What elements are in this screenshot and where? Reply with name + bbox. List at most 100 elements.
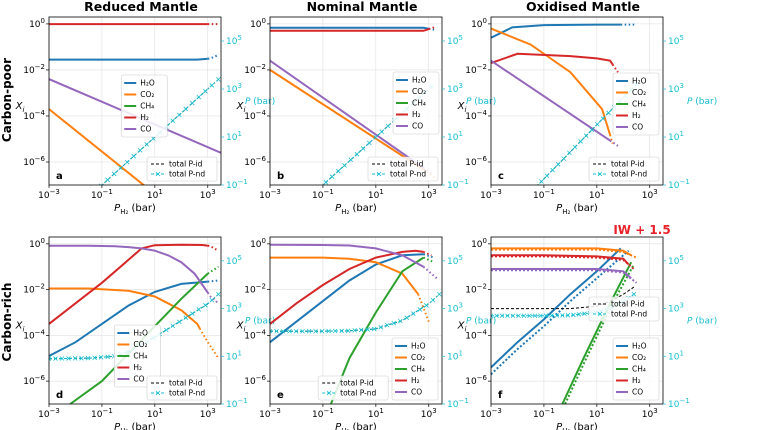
legend-label-h2: H₂	[632, 376, 641, 385]
x-tick-label: 10−1	[533, 188, 555, 201]
legend-label-h2o: H₂O	[133, 329, 148, 338]
series-a-h2o-dotted	[207, 54, 219, 60]
series-f-co2-model-2	[491, 248, 637, 259]
x-tick-label: 101	[368, 188, 384, 201]
pnd-marker	[366, 140, 372, 146]
legend-label-co: CO	[632, 388, 643, 397]
species-legend-box	[120, 74, 168, 138]
species-legend: H₂O CO₂ CH₄ H₂ CO	[391, 337, 439, 401]
species-legend: H₂O CO₂ CH₄ H₂ CO	[612, 337, 660, 401]
species-legend-box	[114, 324, 161, 388]
pnd-marker	[176, 319, 182, 325]
legend-label-total-id: total P-id	[611, 300, 645, 309]
series-b-h2	[270, 28, 430, 32]
pnd-marker	[67, 213, 71, 217]
y-axis-label-right: P (bar)	[245, 97, 275, 107]
pnd-marker	[523, 197, 527, 201]
pnd-marker	[144, 141, 150, 147]
yl-tick-label: 100	[250, 237, 266, 250]
series-d-h2-dotted	[207, 244, 219, 252]
series-d-co-dotted	[206, 292, 220, 305]
series-f-co2	[491, 247, 632, 257]
axes-frame	[269, 236, 443, 405]
pnd-marker	[47, 231, 51, 235]
x-tick-label: 103	[642, 407, 658, 420]
series-c-co	[491, 59, 611, 142]
series-e-co-dotted	[422, 265, 438, 279]
series-c-co2	[491, 27, 612, 136]
pnd-marker	[163, 327, 169, 333]
pnd-marker	[196, 94, 202, 100]
pnd-marker	[410, 311, 416, 316]
series-c-co2-dotted	[609, 134, 614, 144]
pnd-marker	[566, 150, 572, 156]
legend-label-h2o: H₂O	[632, 342, 647, 351]
series-e-h2o-dotted	[423, 253, 435, 259]
x-tick-label: 103	[421, 188, 437, 201]
panel-letter: a	[56, 171, 63, 182]
yl-tick-label: 10−2	[23, 63, 45, 76]
species-legend-box	[391, 337, 439, 401]
pnd-marker	[555, 161, 561, 167]
pnd-marker	[379, 129, 385, 135]
pnd-marker	[274, 225, 278, 229]
series-e-total-p-nd	[270, 306, 424, 332]
column-title-oxidised: Oxidised Mantle	[526, 0, 640, 14]
pnd-marker	[268, 231, 272, 235]
yr-tick-label: 105	[226, 34, 242, 47]
series-e-co2	[270, 256, 419, 295]
legend-label-co2: CO₂	[411, 353, 425, 362]
pnd-marker	[572, 144, 578, 150]
x-axis-label: PH₂ (bar)	[335, 203, 377, 216]
pnd-marker	[533, 184, 539, 185]
series-a-co2	[49, 108, 146, 185]
total-legend-box	[367, 156, 439, 182]
x-axis-label: PH₂ (bar)	[556, 203, 598, 216]
legend-label-co2: CO₂	[140, 90, 154, 99]
yr-tick-label: 10−1	[447, 397, 469, 410]
pnd-marker	[561, 156, 567, 162]
pnd-marker	[528, 191, 532, 195]
y-axis-label-right: P (bar)	[687, 317, 717, 327]
y-axis-label-right: P (bar)	[245, 317, 275, 327]
yl-tick-label: 100	[471, 17, 487, 30]
panel-letter: b	[277, 171, 284, 182]
pnd-marker	[631, 291, 637, 297]
legend-label-total-nd: total P-nd	[390, 170, 426, 179]
pnd-marker	[506, 214, 510, 218]
legend-label-co: CO	[632, 123, 643, 132]
pnd-marker	[73, 207, 77, 211]
pnd-marker	[86, 196, 90, 200]
yr-tick-label: 103	[226, 82, 242, 95]
pnd-marker	[189, 311, 195, 316]
pnd-marker	[280, 220, 284, 224]
pnd-marker	[202, 302, 208, 308]
x-tick-label: 101	[589, 407, 605, 420]
legend-label-total-nd: total P-nd	[169, 170, 205, 179]
total-legend-box	[588, 156, 660, 182]
pnd-marker	[60, 219, 64, 223]
yl-tick-label: 100	[29, 17, 45, 30]
yr-tick-label: 103	[226, 302, 242, 315]
yr-tick-label: 105	[447, 254, 463, 267]
pnd-marker	[417, 307, 423, 312]
total-legend-box	[317, 375, 389, 401]
panel-b: 10−3 10−1 101 10310010−210−410−610510310110…	[236, 16, 496, 235]
pnd-marker	[423, 302, 429, 308]
x-tick-label: 103	[421, 407, 437, 420]
series-f-co-model-2	[491, 269, 638, 284]
series-f-ch4	[561, 261, 633, 404]
legend-label-ch4: CH₄	[412, 99, 426, 108]
y-axis-label-right: P (bar)	[466, 97, 496, 107]
yl-tick-label: 10−4	[465, 109, 487, 122]
iw-annotation: IW + 1.5	[613, 223, 670, 237]
panel-letter: e	[277, 390, 284, 401]
species-legend-box	[392, 71, 440, 135]
pnd-marker	[293, 208, 297, 212]
legend-label-co: CO	[133, 375, 144, 384]
pnd-marker	[215, 291, 221, 297]
series-b-co2	[270, 69, 425, 171]
